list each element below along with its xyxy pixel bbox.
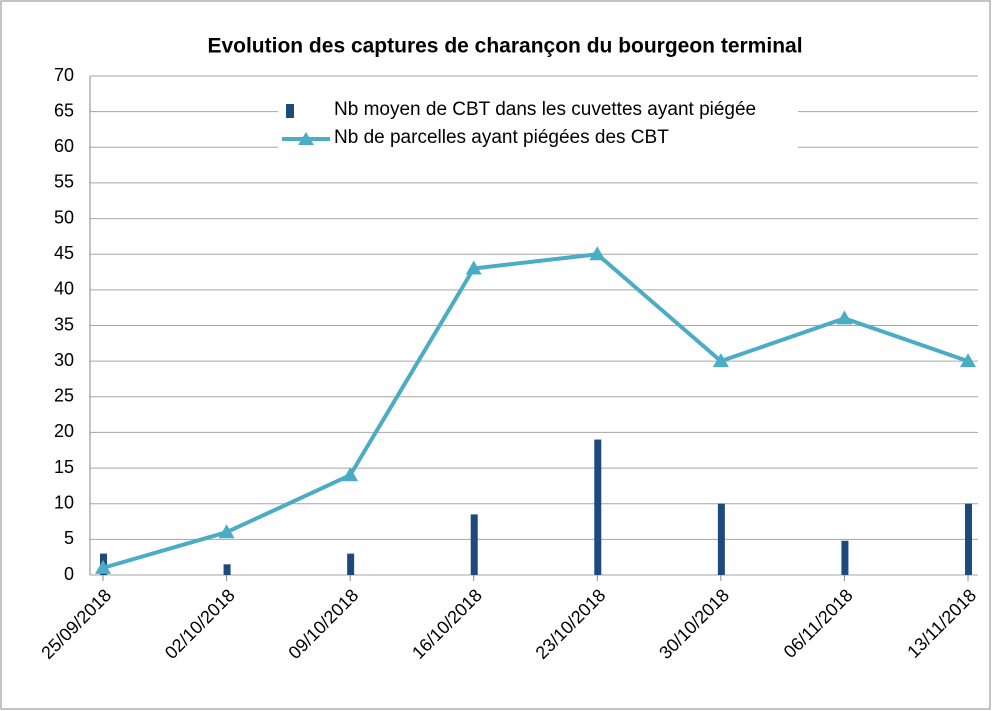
legend: Nb moyen de CBT dans les cuvettes ayant … <box>278 96 798 152</box>
y-tick-label: 10 <box>54 492 74 512</box>
y-tick-label: 5 <box>64 528 74 548</box>
swatch-marker <box>298 132 314 145</box>
y-tick-label: 45 <box>54 243 74 263</box>
y-tick-label: 0 <box>64 564 74 584</box>
y-tick-label: 70 <box>54 65 74 85</box>
marker <box>342 467 359 482</box>
bar <box>223 564 231 575</box>
swatch-bar <box>286 104 294 118</box>
bar <box>841 540 849 575</box>
legend-label: Nb de parcelles ayant piégées des CBT <box>334 127 669 148</box>
marker <box>465 260 482 275</box>
y-tick-label: 55 <box>54 172 74 192</box>
marker <box>960 353 976 368</box>
y-tick-label: 50 <box>54 207 74 227</box>
line <box>102 252 969 570</box>
marker <box>589 246 606 261</box>
legend-swatch <box>286 104 294 118</box>
bar <box>717 503 725 575</box>
y-tick-label: 30 <box>54 350 74 370</box>
bar <box>965 503 972 575</box>
legend-item: Nb de parcelles ayant piégées des CBT <box>278 124 798 152</box>
legend-swatch <box>282 132 330 145</box>
legend-label: Nb moyen de CBT dans les cuvettes ayant … <box>334 99 757 120</box>
marker <box>218 524 235 539</box>
legend-item: Nb moyen de CBT dans les cuvettes ayant … <box>278 96 798 124</box>
bar <box>470 514 478 575</box>
y-tick-label: 40 <box>54 279 74 299</box>
y-tick-label: 25 <box>54 386 74 406</box>
marker <box>712 353 729 368</box>
marker <box>836 310 853 325</box>
y-tick-label: 60 <box>54 136 74 156</box>
bar <box>594 439 602 575</box>
y-tick-label: 20 <box>54 421 74 441</box>
bar <box>347 553 355 575</box>
marker <box>95 559 111 574</box>
chart-title: Evolution des captures de charançon du b… <box>207 35 802 58</box>
y-tick-label: 35 <box>54 314 74 334</box>
y-tick-label: 65 <box>54 100 74 120</box>
y-tick-label: 15 <box>54 457 74 477</box>
